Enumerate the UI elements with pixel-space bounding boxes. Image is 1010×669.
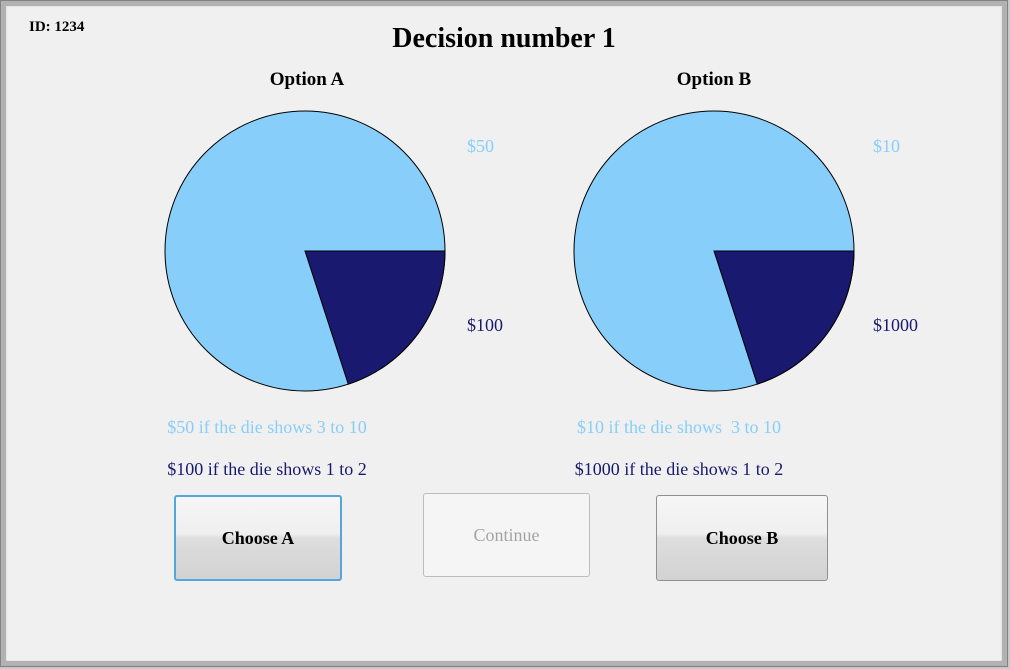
page-title: Decision number 1: [392, 23, 616, 54]
option-a-low-outcome-text: $100 if the die shows 1 to 2: [167, 459, 367, 479]
option-a-high-prize-label: $50: [467, 136, 494, 156]
option-b-low-outcome-text: $1000 if the die shows 1 to 2: [574, 459, 784, 479]
choose-a-button[interactable]: Choose A: [174, 495, 342, 581]
pie-a-low-slice: [304, 250, 446, 385]
pie-b-low-slice: [713, 250, 855, 385]
option-a-high-outcome-text: $50 if the die shows 3 to 10: [167, 417, 367, 437]
option-b-high-prize-label: $10: [873, 136, 900, 156]
option-a-pie-chart: [164, 110, 446, 392]
option-a-low-prize-label: $100: [467, 315, 503, 335]
choose-b-button[interactable]: Choose B: [656, 495, 828, 581]
option-b-pie-chart: [573, 110, 855, 392]
continue-button[interactable]: Continue: [423, 493, 590, 577]
participant-id-label: ID: 1234: [29, 19, 85, 35]
option-b-high-outcome-text: $10 if the die shows 3 to 10: [577, 417, 781, 437]
window-content: ID: 1234 Decision number 1 Option A $50 …: [6, 6, 1002, 661]
option-a-heading: Option A: [269, 69, 345, 90]
option-b-heading: Option B: [676, 69, 752, 90]
option-b-low-prize-label: $1000: [873, 315, 918, 335]
